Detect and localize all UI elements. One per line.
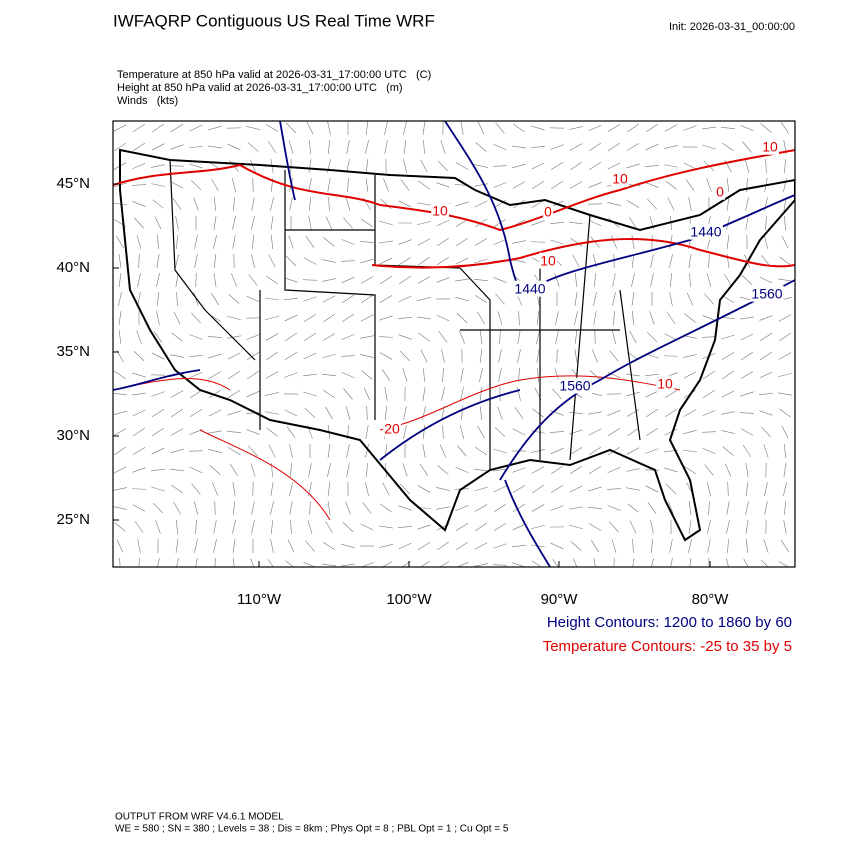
title: IWFAQRP Contiguous US Real Time WRF xyxy=(113,11,435,30)
contour-label: 1440 xyxy=(690,224,721,240)
lat-label: 25°N xyxy=(56,511,90,528)
contour-label: 0 xyxy=(544,204,552,220)
lon-label: 110°W xyxy=(237,591,282,608)
init-time: Init: 2026-03-31_00:00:00 xyxy=(669,21,795,33)
lat-label: 30°N xyxy=(56,427,90,444)
contour-label: 1560 xyxy=(751,286,782,302)
contour-label: 20 xyxy=(384,421,400,437)
field-label: Temperature at 850 hPa valid at 2026-03-… xyxy=(117,69,431,81)
lat-label: 45°N xyxy=(56,175,90,192)
contour-label: 10 xyxy=(540,253,556,269)
footer-settings: WE = 580 ; SN = 380 ; Levels = 38 ; Dis … xyxy=(115,824,509,835)
temperature-legend: Temperature Contours: -25 to 35 by 5 xyxy=(543,638,792,655)
lon-label: 80°W xyxy=(692,591,730,608)
lat-label: 40°N xyxy=(56,259,90,276)
lon-label: 90°W xyxy=(541,591,579,608)
contour-label: 1440 xyxy=(514,281,545,297)
lon-label: 100°W xyxy=(386,591,432,608)
contour-label: 10 xyxy=(432,203,448,219)
height-legend: Height Contours: 1200 to 1860 by 60 xyxy=(547,614,792,631)
lat-label: 35°N xyxy=(56,343,90,360)
contour-label: 0 xyxy=(716,184,724,200)
contour-label: 1560 xyxy=(559,378,590,394)
field-label: Winds (kts) xyxy=(117,95,178,107)
footer-model: OUTPUT FROM WRF V4.6.1 MODEL xyxy=(115,812,284,823)
contour-label: 10 xyxy=(762,139,778,155)
contour-label: 10 xyxy=(612,171,628,187)
contour-label: 10 xyxy=(657,376,673,392)
field-label: Height at 850 hPa valid at 2026-03-31_17… xyxy=(117,82,403,94)
